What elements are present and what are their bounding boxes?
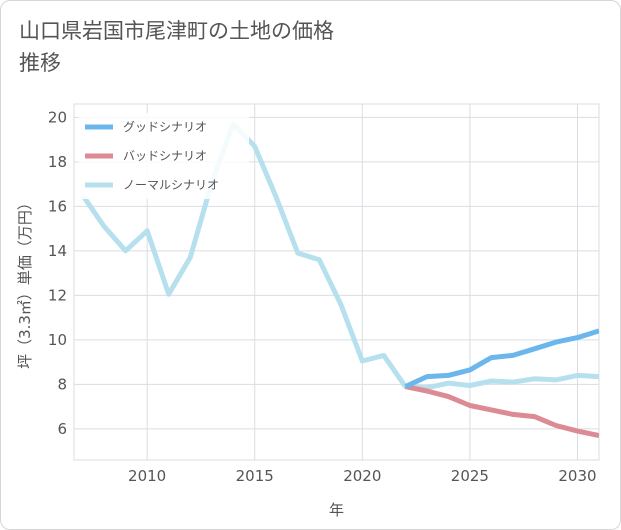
- y-tick-label: 20: [48, 108, 67, 126]
- series-line-0: [404, 328, 599, 389]
- chart-title: 山口県岩国市尾津町の土地の価格推移: [19, 19, 334, 75]
- y-tick-label: 18: [48, 153, 67, 171]
- x-tick-label: 2020: [343, 467, 381, 485]
- x-tick-label: 2025: [451, 467, 489, 485]
- x-axis-label: 年: [329, 501, 344, 519]
- x-tick-label: 2010: [128, 467, 166, 485]
- y-tick-label: 8: [57, 375, 67, 393]
- y-tick-label: 16: [48, 197, 67, 215]
- y-tick-label: 14: [48, 242, 67, 260]
- legend-label: バッドシナリオ: [123, 149, 207, 163]
- series-line-1: [404, 384, 599, 438]
- y-tick-label: 12: [48, 286, 67, 304]
- legend-label: ノーマルシナリオ: [123, 178, 219, 192]
- x-tick-label: 2030: [558, 467, 596, 485]
- legend-label: グッドシナリオ: [123, 120, 207, 134]
- series-line-2: [80, 121, 599, 391]
- x-tick-label: 2015: [236, 467, 274, 485]
- y-tick-label: 10: [48, 331, 67, 349]
- y-tick-label: 6: [57, 420, 67, 438]
- y-axis-label: 坪（3.3㎡）単価（万円）: [16, 195, 34, 369]
